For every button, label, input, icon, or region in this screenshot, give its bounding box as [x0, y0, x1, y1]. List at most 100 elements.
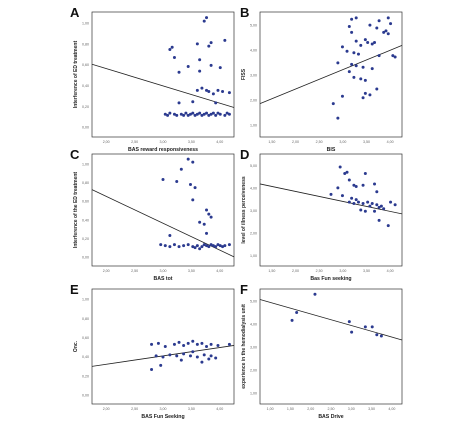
y-tick-label: 1,00 [250, 254, 257, 258]
panel-letter-a: A [70, 5, 80, 20]
data-point [354, 64, 358, 68]
x-tick-label: 2,50 [316, 140, 323, 144]
data-point [161, 355, 165, 359]
data-point [198, 69, 202, 73]
x-tick-label: 4,00 [216, 269, 223, 273]
data-point [352, 201, 356, 205]
data-point [191, 245, 195, 249]
x-tick-label: 2,50 [131, 140, 138, 144]
y-tick-label: 0,00 [82, 256, 89, 260]
y-tick-label: 0,60 [82, 63, 89, 67]
data-point [363, 38, 367, 42]
data-point [163, 244, 167, 248]
data-point [159, 243, 163, 247]
data-point [329, 192, 333, 196]
data-point [221, 245, 225, 249]
data-point [168, 48, 172, 51]
x-tick-label: 2,50 [316, 269, 323, 273]
data-point [209, 342, 213, 346]
data-point [347, 178, 351, 182]
data-point [209, 41, 213, 45]
data-point [188, 183, 192, 187]
y-tick-label: 2,00 [250, 99, 257, 103]
data-point [191, 198, 195, 202]
data-point [200, 360, 204, 364]
data-point [347, 70, 351, 74]
data-point [177, 340, 181, 344]
data-point [168, 245, 172, 249]
data-point [207, 357, 211, 361]
data-point [356, 52, 360, 56]
plot-frame [91, 288, 235, 405]
data-point [214, 101, 218, 105]
x-tick-label: 3,00 [339, 269, 346, 273]
data-point [366, 41, 370, 45]
data-point [218, 112, 222, 116]
y-tick-label: 0,40 [82, 218, 89, 222]
data-point [205, 111, 209, 115]
data-point [352, 75, 356, 79]
data-point [361, 65, 365, 69]
data-point [370, 42, 374, 46]
data-point [393, 203, 397, 207]
x-tick-label: 2,50 [131, 269, 138, 273]
data-point [227, 243, 231, 247]
data-point [191, 350, 195, 354]
data-point [336, 186, 340, 190]
data-point [361, 183, 365, 187]
data-point [350, 196, 354, 200]
scatter-chart-c: 0,00 0,20 0,40 0,60 0,80 1,00 2,00 2,50 3,00 3,50… [73, 153, 235, 282]
x-tick-label: 1,00 [267, 407, 274, 411]
x-tick-label: 3,00 [348, 407, 355, 411]
data-point [361, 201, 365, 205]
data-point [198, 220, 202, 224]
data-point [359, 43, 363, 47]
data-point [186, 243, 190, 247]
y-tick-label: 0,20 [82, 374, 89, 378]
x-tick-label: 2,50 [328, 407, 335, 411]
data-point [354, 198, 358, 202]
data-point [221, 90, 225, 94]
data-point [382, 207, 386, 211]
data-point [350, 17, 354, 21]
x-tick-label: 2,00 [307, 407, 314, 411]
x-tick-label: 3,50 [363, 140, 370, 144]
y-tick-label: 5,00 [250, 300, 257, 304]
data-point [375, 26, 379, 30]
data-point [184, 111, 188, 115]
data-point [191, 111, 195, 115]
data-point [150, 342, 154, 346]
data-point [377, 205, 381, 209]
data-point [186, 157, 190, 161]
scatter-chart-f: 1,00 2,00 3,00 4,00 5,00 1,00 1,50 2,00 2,50 3,00… [241, 288, 403, 420]
data-point [340, 194, 344, 198]
y-tick-label: 0,40 [82, 84, 89, 88]
y-tick-label: 2,00 [250, 231, 257, 235]
data-point [347, 320, 351, 324]
plot-frame [259, 153, 403, 267]
data-point [214, 113, 218, 117]
data-point [150, 368, 154, 371]
data-point [313, 292, 317, 296]
data-point [389, 200, 393, 204]
fit-line [259, 183, 403, 215]
data-point [350, 330, 354, 334]
y-tick-label: 5,00 [250, 164, 257, 168]
data-point [377, 218, 381, 222]
x-tick-label: 3,50 [368, 407, 375, 411]
data-point [223, 244, 227, 248]
data-point [182, 352, 186, 356]
data-point [386, 16, 390, 20]
data-point [340, 45, 344, 49]
panel-letter-c: C [70, 147, 80, 162]
data-point [211, 244, 215, 248]
data-point [345, 170, 349, 174]
data-point [209, 354, 213, 358]
data-point [163, 112, 167, 116]
data-point [182, 343, 186, 347]
data-point [338, 165, 342, 169]
panel-letter-b: B [240, 5, 250, 20]
data-point [361, 96, 365, 100]
data-point [175, 113, 179, 117]
data-point [156, 341, 160, 345]
